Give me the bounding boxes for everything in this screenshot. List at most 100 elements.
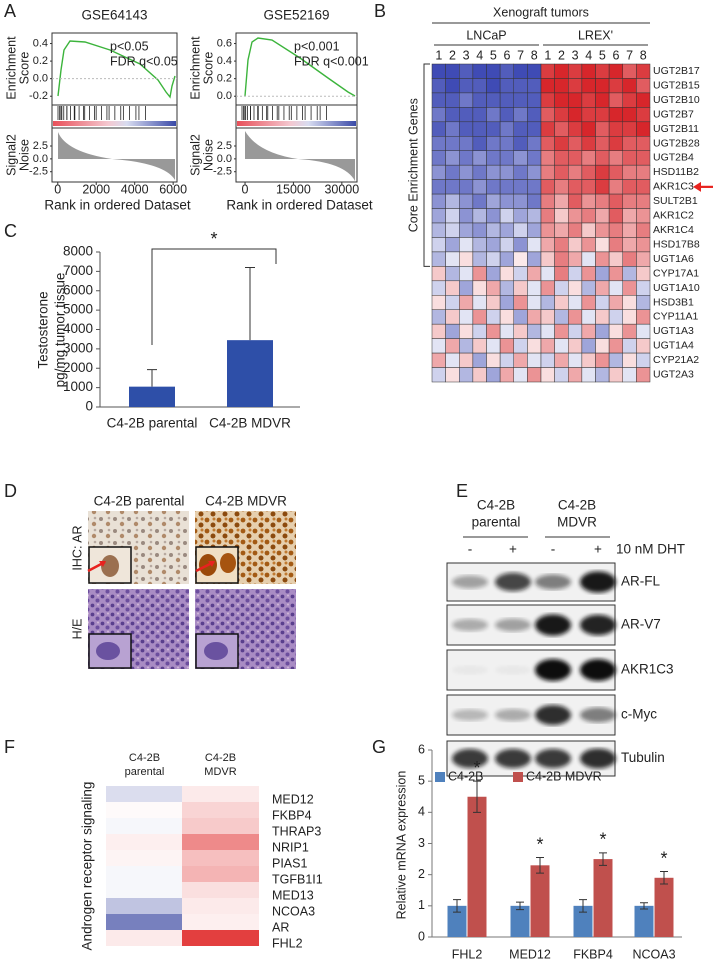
heatmap-cell — [459, 237, 474, 253]
heatmap-cell — [608, 237, 623, 253]
heatmap-cell — [527, 136, 542, 151]
column-label: 6 — [612, 48, 619, 62]
heatmap-cell — [568, 121, 583, 137]
heatmap-cell — [568, 150, 583, 166]
heatmap-cell — [486, 179, 501, 195]
heatmap-cell — [445, 208, 460, 224]
legend-swatch — [513, 772, 523, 782]
error-bar — [599, 852, 607, 866]
x-tick-label: FKBP4 — [573, 947, 613, 961]
s2n-area — [58, 132, 175, 180]
heatmap-cell — [568, 208, 583, 224]
heatmap-cell — [513, 193, 528, 209]
gene-label: MED12 — [272, 792, 314, 806]
heatmap-cell — [622, 78, 637, 94]
band — [452, 575, 488, 589]
column-label: 8 — [640, 48, 647, 62]
heatmap-cell — [527, 309, 542, 325]
y-tick-label: 0 — [418, 929, 425, 943]
heatmap-cell — [459, 352, 474, 368]
column-label: 2 — [558, 48, 565, 62]
x-tick-label: FHL2 — [452, 947, 483, 961]
y-tick-label: 2 — [418, 867, 425, 881]
column-label: 5 — [490, 48, 497, 62]
column-label: 7 — [517, 48, 524, 62]
heatmap-cell — [431, 208, 446, 224]
heatmap-cell — [431, 107, 446, 123]
heatmap-cell — [527, 208, 542, 224]
heatmap-cell — [431, 295, 446, 310]
heatmap-cell — [431, 251, 446, 267]
heatmap-cell — [445, 323, 460, 339]
group-label: C4-2B — [558, 498, 596, 513]
column-label: 1 — [544, 48, 551, 62]
heatmap-cell — [472, 179, 487, 195]
heatmap-cell — [472, 323, 487, 339]
heatmap-cell — [622, 150, 637, 166]
legend-label: C4-2B MDVR — [526, 769, 602, 783]
heatmap-cell — [581, 179, 596, 195]
y-tick-label: 1000 — [63, 379, 93, 394]
heatmap-cell — [431, 367, 446, 383]
heatmap-cell — [106, 850, 183, 866]
error-bar — [245, 267, 255, 341]
gene-label: SULT2B1 — [653, 195, 698, 207]
treatment-label: - — [551, 542, 556, 557]
heatmap-title: Xenograft tumors — [493, 5, 589, 19]
heatmap-cell — [568, 295, 583, 310]
heatmap-cell — [445, 280, 460, 296]
heatmap-cell — [568, 280, 583, 296]
heatmap-cell — [486, 280, 501, 296]
heatmap-cell — [622, 237, 637, 253]
heatmap-cell — [431, 121, 446, 137]
ihc-images — [87, 511, 296, 669]
heatmap-cell — [568, 193, 583, 209]
bracket-label: Core Enrichment Genes — [406, 98, 420, 232]
heatmap-cell — [595, 222, 610, 238]
heatmap-cell — [554, 367, 569, 383]
gsea-frame — [235, 32, 358, 183]
panel-letter: A — [4, 1, 16, 21]
heatmap-cell — [527, 222, 542, 238]
error-bar — [640, 902, 648, 910]
heatmap-cell — [581, 208, 596, 224]
error-bar — [147, 369, 157, 387]
heatmap-cell — [445, 251, 460, 267]
heatmap-cell — [554, 266, 569, 282]
y-tick-label: 6 — [418, 742, 425, 756]
heatmap-cell — [636, 280, 651, 296]
es-curve — [244, 37, 356, 97]
heatmap-cell — [622, 63, 637, 79]
heatmap-cell — [595, 107, 610, 123]
heatmap-cell — [486, 193, 501, 209]
heatmap-cell — [554, 136, 569, 151]
heatmap-cell — [568, 164, 583, 180]
panel-letter: E — [456, 481, 468, 501]
heatmap-cell — [554, 107, 569, 123]
heatmap-cell — [445, 338, 460, 354]
heatmap-cell — [595, 179, 610, 195]
heatmap-cell — [431, 92, 446, 108]
treatment-label: - — [468, 542, 473, 557]
legend-label: C4-2B — [448, 769, 483, 783]
heatmap-cell — [608, 338, 623, 354]
heatmap-cell — [445, 78, 460, 94]
treatment-label: + — [509, 542, 517, 557]
y-tick-label: 1 — [418, 898, 425, 912]
group-label: LNCaP — [466, 28, 506, 42]
y-tick-label: 0.0 — [217, 153, 232, 165]
heatmap-cell — [499, 179, 514, 195]
column-label: 3 — [572, 48, 579, 62]
heatmap-cell — [499, 309, 514, 325]
heatmap-cell — [636, 338, 651, 354]
heatmap-cell — [499, 107, 514, 123]
heatmap-cell — [622, 280, 637, 296]
heatmap-cell — [540, 266, 555, 282]
x-tick-label: MED12 — [509, 947, 551, 961]
heatmap-cell — [595, 193, 610, 209]
heatmap-cell — [459, 78, 474, 94]
heatmap-cell — [568, 352, 583, 368]
x-tick-label: C4-2B MDVR — [209, 416, 291, 431]
heatmap-cell — [445, 352, 460, 368]
heatmap-cell — [595, 367, 610, 383]
